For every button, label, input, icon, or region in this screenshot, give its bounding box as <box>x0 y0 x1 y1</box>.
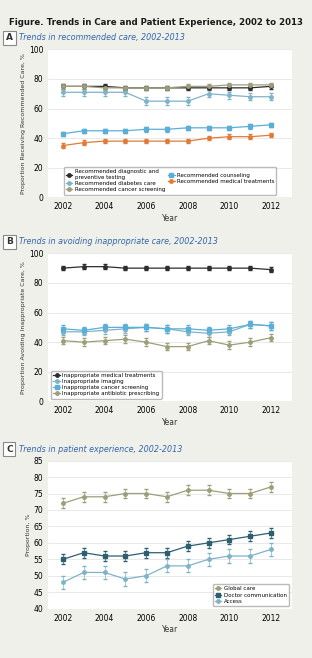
Legend: Global care, Doctor communication, Access: Global care, Doctor communication, Acces… <box>212 584 289 606</box>
Y-axis label: Proportion Receiving Recommended Care, %: Proportion Receiving Recommended Care, % <box>21 53 26 194</box>
Legend: Inappropriate medical treatments, Inappropriate imaging, Inappropriate cancer sc: Inappropriate medical treatments, Inappr… <box>51 371 162 399</box>
Y-axis label: Proportion, %: Proportion, % <box>26 513 31 556</box>
Text: B: B <box>6 238 13 246</box>
X-axis label: Year: Year <box>162 214 178 223</box>
Text: Trends in recommended care, 2002-2013: Trends in recommended care, 2002-2013 <box>19 34 185 42</box>
Text: Trends in patient experience, 2002-2013: Trends in patient experience, 2002-2013 <box>19 445 182 453</box>
X-axis label: Year: Year <box>162 418 178 427</box>
Y-axis label: Proportion Avoiding Inappropriate Care, %: Proportion Avoiding Inappropriate Care, … <box>21 261 26 393</box>
Text: A: A <box>6 34 13 42</box>
Text: Trends in avoiding inappropriate care, 2002-2013: Trends in avoiding inappropriate care, 2… <box>19 238 217 246</box>
Legend: Recommended diagnostic and
preventive testing, Recommended diabetes care, Recomm: Recommended diagnostic and preventive te… <box>64 167 276 195</box>
X-axis label: Year: Year <box>162 625 178 634</box>
Text: C: C <box>6 445 13 453</box>
Text: Figure. Trends in Care and Patient Experience, 2002 to 2013: Figure. Trends in Care and Patient Exper… <box>9 18 303 28</box>
